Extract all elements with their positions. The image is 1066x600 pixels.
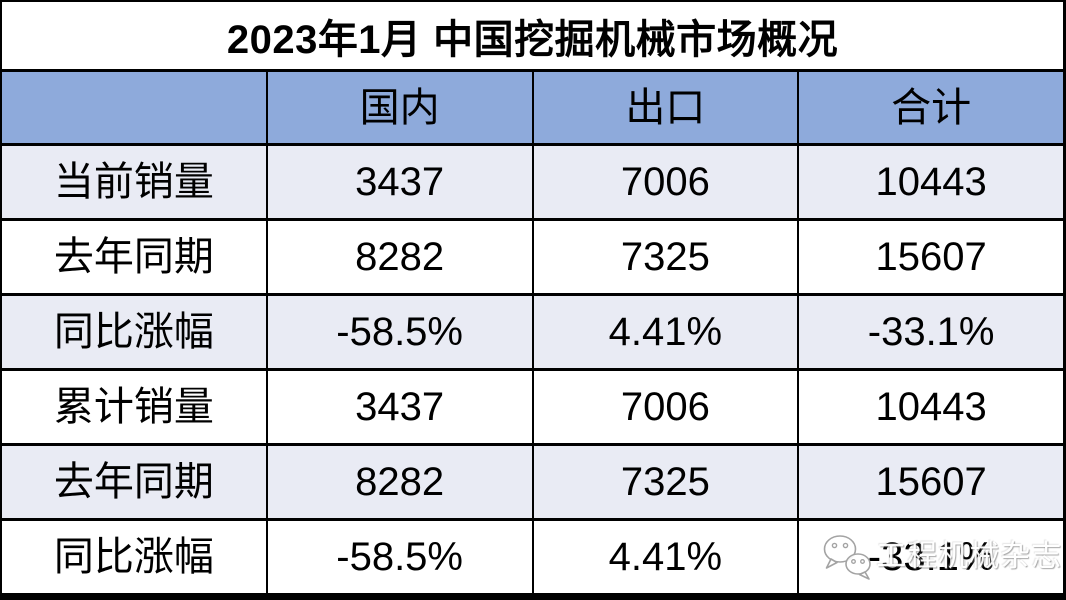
value-cell: 3437 — [267, 146, 532, 218]
row-label: 同比涨幅 — [2, 296, 266, 368]
value-cell: 4.41% — [533, 521, 798, 593]
value-cell: 10443 — [799, 371, 1063, 443]
header-cell-domestic: 国内 — [267, 72, 532, 143]
row-label: 去年同期 — [2, 446, 266, 518]
value-cell: -58.5% — [267, 521, 532, 593]
value-cell: -33.1% — [799, 296, 1063, 368]
header-cell-export: 出口 — [533, 72, 798, 143]
header-cell-blank — [2, 72, 266, 143]
value-cell: 7006 — [533, 371, 798, 443]
row-label: 累计销量 — [2, 371, 266, 443]
row-label: 去年同期 — [2, 221, 266, 293]
value-cell: 15607 — [799, 446, 1063, 518]
header-cell-total: 合计 — [799, 72, 1063, 143]
value-text: -33.1% — [867, 535, 995, 579]
value-cell-watermarked: -33.1% — [799, 521, 1063, 593]
value-cell: 4.41% — [533, 296, 798, 368]
table-title: 2023年1月 中国挖掘机械市场概况 — [2, 2, 1063, 69]
wechat-icon — [823, 535, 872, 580]
value-cell: 10443 — [799, 146, 1063, 218]
value-cell: 7325 — [533, 221, 798, 293]
row-label: 同比涨幅 — [2, 521, 266, 593]
value-cell: -58.5% — [267, 296, 532, 368]
value-cell: 7006 — [533, 146, 798, 218]
value-cell: 7325 — [533, 446, 798, 518]
value-cell: 8282 — [267, 446, 532, 518]
value-cell: 3437 — [267, 371, 532, 443]
row-label: 当前销量 — [2, 146, 266, 218]
value-cell: 15607 — [799, 221, 1063, 293]
value-cell: 8282 — [267, 221, 532, 293]
